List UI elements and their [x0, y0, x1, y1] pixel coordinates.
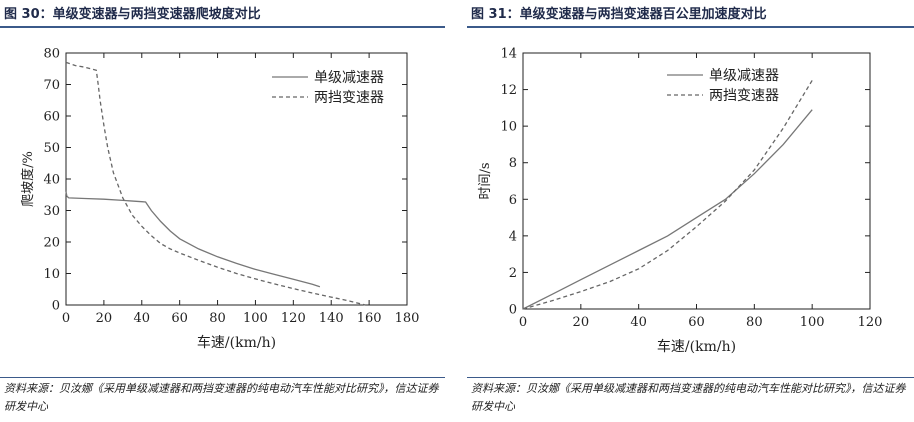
- legend-label: 单级减速器: [709, 68, 779, 84]
- x-tick-label: 0: [62, 311, 70, 326]
- y-tick-label: 14: [500, 47, 517, 62]
- y-tick-label: 70: [43, 78, 60, 93]
- acceleration-time-chart: 0 20 40 60 80 100 120 0 2 4 6 8 10 12 14 车速/(km/h) 时间/s 单…: [478, 47, 883, 356]
- x-tick-label: 20: [96, 311, 113, 326]
- series-line-single-speed: [65, 191, 321, 288]
- series-line-two-speed: [522, 80, 813, 310]
- x-tick-label: 120: [281, 311, 306, 326]
- y-tick-label: 6: [509, 193, 517, 208]
- y-tick-label: 50: [43, 141, 60, 156]
- x-tick-label: 180: [395, 311, 420, 326]
- y-tick-label: 10: [500, 120, 517, 135]
- x-tick-label: 100: [243, 311, 268, 326]
- y-tick-label: 0: [509, 303, 517, 318]
- y-tick-label: 12: [500, 83, 517, 98]
- y-tick-label: 60: [43, 110, 60, 125]
- legend-label: 单级减速器: [314, 70, 384, 86]
- climbing-grade-chart: 0 20 40 60 80 100 120 140 160 180 0 10 20 30 40 50 60 70 8…: [20, 47, 420, 352]
- series-line-single-speed: [522, 109, 813, 310]
- y-tick-label: 4: [509, 229, 517, 244]
- x-tick-label: 160: [357, 311, 382, 326]
- y-tick-label: 30: [43, 204, 60, 219]
- x-tick-label: 40: [134, 311, 151, 326]
- legend-label: 两挡变速器: [314, 90, 384, 106]
- y-tick-label: 80: [43, 47, 60, 62]
- panel-1-source-rule: [0, 377, 445, 378]
- y-tick-label: 2: [509, 266, 517, 281]
- y-tick-label: 8: [509, 156, 517, 171]
- x-axis-label: 车速/(km/h): [657, 338, 736, 355]
- legend-label: 两挡变速器: [709, 88, 779, 104]
- y-axis-label: 时间/s: [478, 162, 493, 199]
- x-tick-label: 100: [800, 315, 825, 330]
- x-tick-label: 40: [630, 315, 647, 330]
- y-tick-label: 40: [43, 173, 60, 188]
- series-line-two-speed: [65, 61, 366, 306]
- x-tick-label: 60: [688, 315, 705, 330]
- x-tick-label: 120: [858, 315, 883, 330]
- y-axis-label: 爬坡度/%: [20, 151, 36, 207]
- x-tick-label: 60: [171, 311, 188, 326]
- plot-frame: [522, 52, 871, 310]
- x-tick-label: 0: [519, 315, 527, 330]
- panel-1-title-rule: [0, 26, 445, 28]
- x-tick-label: 80: [746, 315, 763, 330]
- x-tick-label: 80: [209, 311, 226, 326]
- panel-2-title-rule: [467, 26, 914, 28]
- y-tick-label: 20: [43, 236, 60, 251]
- y-tick-label: 10: [43, 267, 60, 282]
- y-tick-label: 0: [52, 299, 60, 314]
- panel-2-title: 图 31：单级变速器与两挡变速器百公里加速度对比: [471, 7, 767, 22]
- x-tick-label: 140: [319, 311, 344, 326]
- panel-2-source-rule: [467, 377, 914, 378]
- x-axis-label: 车速/(km/h): [197, 334, 276, 351]
- panel-1-source: 资料来源：贝汝娜《采用单级减速器和两挡变速器的纯电动汽车性能对比研究》，信达证券…: [4, 382, 439, 413]
- panel-2-source: 资料来源：贝汝娜《采用单级减速器和两挡变速器的纯电动汽车性能对比研究》，信达证券…: [471, 382, 906, 413]
- x-tick-label: 20: [573, 315, 590, 330]
- panel-1-title: 图 30：单级变速器与两挡变速器爬坡度对比: [4, 7, 261, 22]
